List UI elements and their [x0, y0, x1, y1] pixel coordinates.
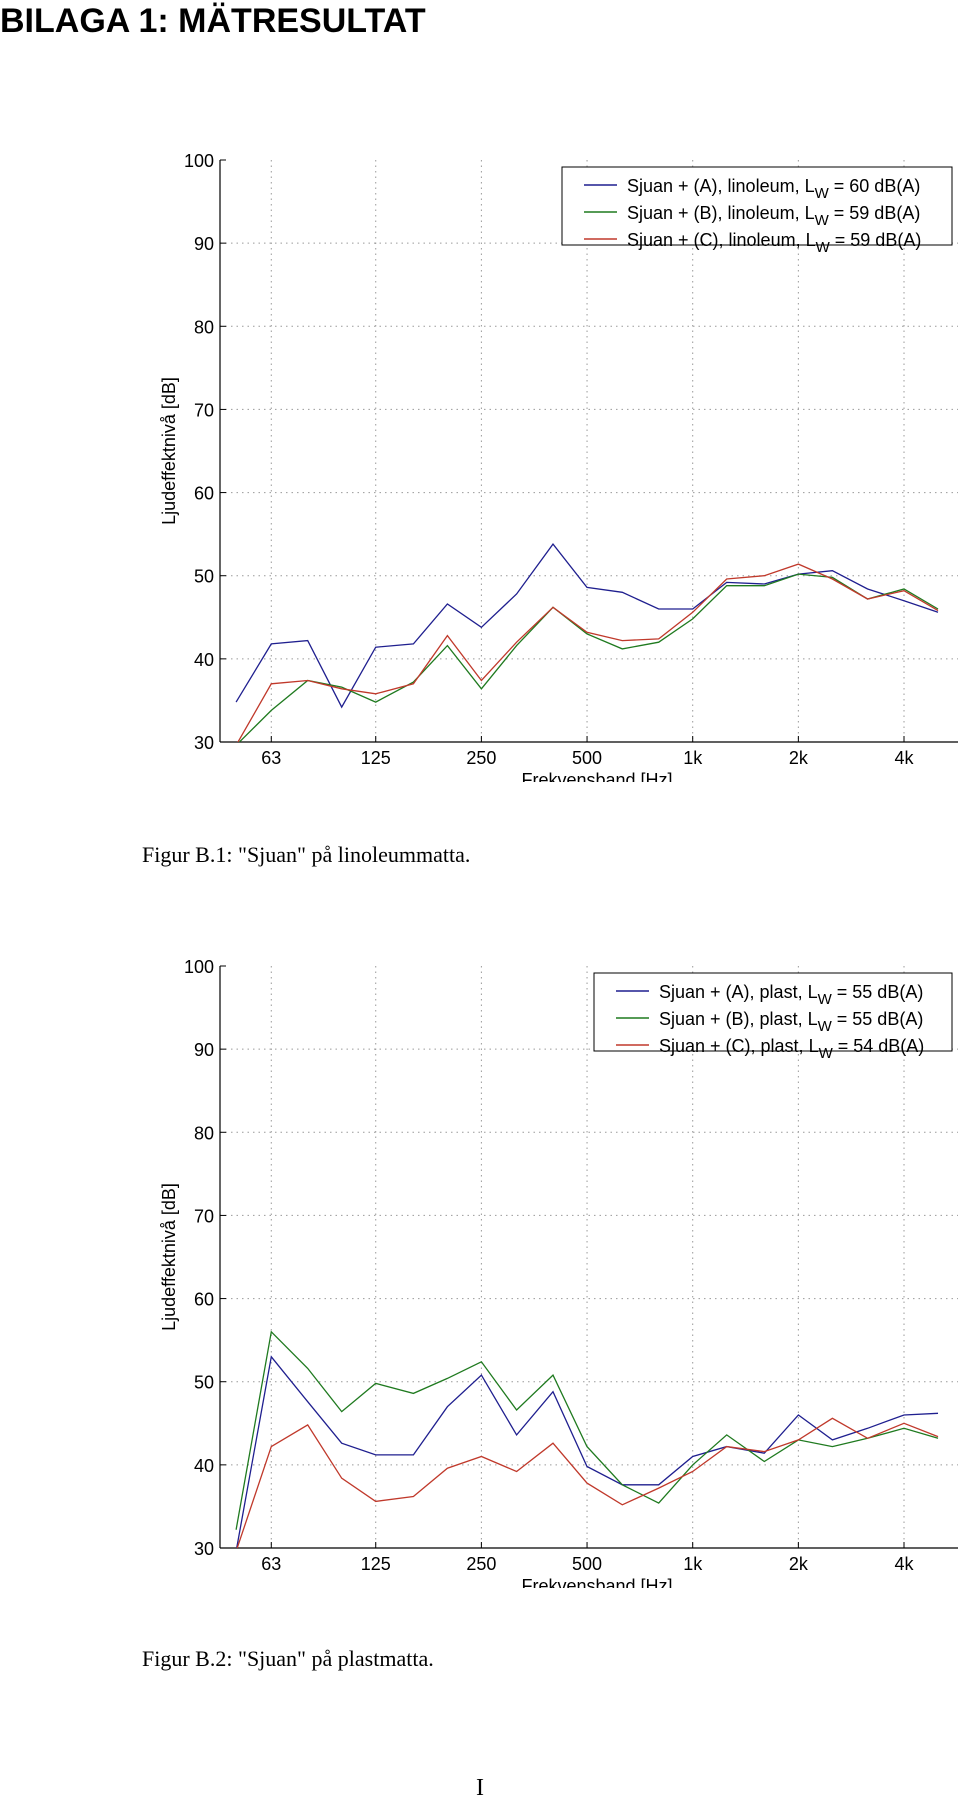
y-tick-label: 90	[194, 234, 214, 254]
y-tick-label: 80	[194, 1123, 214, 1143]
y-tick-label: 40	[194, 650, 214, 670]
chart-linoleum: 30 40 50 60 70 80 90 100 63 125 250 500 1k 2k 4k Frekve…	[0, 142, 960, 782]
chart-svg: 30 40 50 60 70 80 90 100 63 125 250 500 1k 2k 4k Frekve…	[159, 957, 958, 1588]
y-tick-label: 70	[194, 400, 214, 420]
x-tick-label: 63	[261, 748, 281, 768]
y-tick-label: 40	[194, 1456, 214, 1476]
legend-box	[593, 972, 953, 1052]
x-tick-label: 2k	[789, 1554, 809, 1574]
chart-svg: 30 40 50 60 70 80 90 100 63 125 250 500 1k 2k 4k Frekve…	[159, 151, 958, 782]
y-tick-label: 50	[194, 567, 214, 587]
y-tick-label: 100	[184, 151, 214, 171]
y-tick-label: 60	[194, 1290, 214, 1310]
x-tick-label: 125	[361, 1554, 391, 1574]
legend-entry: Sjuan + (B), plast, LW = 55 dB(A)	[659, 1009, 923, 1035]
series-line	[237, 563, 939, 742]
y-tick-label: 30	[194, 733, 214, 753]
x-tick-label: 4k	[895, 748, 915, 768]
y-tick-label: 80	[194, 317, 214, 337]
series-line	[236, 1417, 939, 1548]
figure-caption-b2: Figur B.2: "Sjuan" på plastmatta.	[142, 1646, 434, 1671]
x-tick-label: 250	[466, 748, 496, 768]
x-axis-label: Frekvensband [Hz]	[521, 770, 672, 782]
x-axis-label: Frekvensband [Hz]	[521, 1576, 672, 1588]
x-tick-label: 1k	[683, 1554, 703, 1574]
x-tick-label: 1k	[683, 748, 703, 768]
figure-caption-b1: Figur B.1: "Sjuan" på linoleummatta.	[142, 842, 471, 867]
x-tick-label: 4k	[895, 1554, 915, 1574]
y-tick-label: 70	[194, 1206, 214, 1226]
y-tick-label: 50	[194, 1373, 214, 1393]
y-tick-label: 90	[194, 1040, 214, 1060]
legend-entry: Sjuan + (C), linoleum, LW = 59 dB(A)	[627, 230, 921, 256]
page-number: I	[476, 1775, 484, 1801]
y-tick-label: 60	[194, 484, 214, 504]
y-tick-label: 100	[184, 957, 214, 977]
legend-entry: Sjuan + (A), plast, LW = 55 dB(A)	[659, 982, 923, 1008]
page-heading: BILAGA 1: MÄTRESULTAT	[0, 2, 426, 40]
x-tick-label: 125	[361, 748, 391, 768]
legend-entry: Sjuan + (C), plast, LW = 54 dB(A)	[659, 1036, 924, 1062]
x-tick-label: 250	[466, 1554, 496, 1574]
y-tick-label: 30	[194, 1539, 214, 1559]
legend-box	[561, 166, 953, 246]
y-axis-label: Ljudeffektnivå [dB]	[159, 377, 179, 525]
y-axis-label: Ljudeffektnivå [dB]	[159, 1183, 179, 1331]
series-line	[238, 573, 939, 742]
chart-plast: 30 40 50 60 70 80 90 100 63 125 250 500 1k 2k 4k Frekve…	[0, 948, 960, 1588]
legend-entry: Sjuan + (B), linoleum, LW = 59 dB(A)	[627, 203, 920, 229]
x-tick-label: 500	[572, 748, 602, 768]
x-tick-label: 63	[261, 1554, 281, 1574]
x-tick-label: 2k	[789, 748, 809, 768]
x-tick-label: 500	[572, 1554, 602, 1574]
legend-entry: Sjuan + (A), linoleum, LW = 60 dB(A)	[627, 176, 920, 202]
